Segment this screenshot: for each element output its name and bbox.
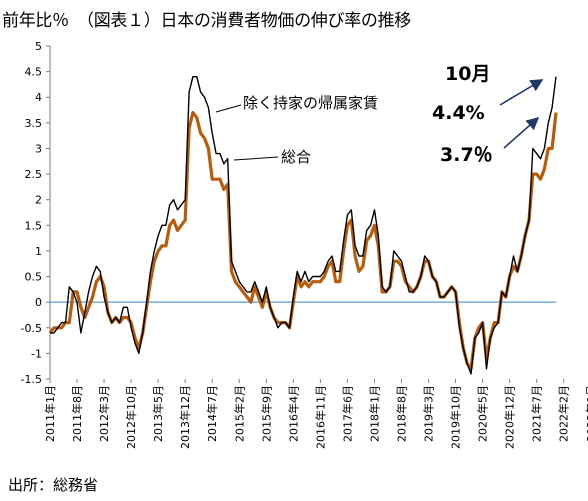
x-tick-label: 2019年10月 bbox=[449, 385, 463, 449]
x-tick-label: 2020年12月 bbox=[503, 385, 517, 449]
x-tick-label: 2021年7月 bbox=[530, 385, 544, 442]
annotation-latest-value-1: 4.4% bbox=[432, 102, 485, 124]
y-tick-label: 4.5 bbox=[25, 66, 43, 79]
annotation-series1-label: 除く持家の帰属家賃 bbox=[243, 94, 378, 112]
chart-title: 前年比％ （図表１）日本の消費者物価の伸び率の推移 bbox=[2, 11, 411, 31]
x-tick-label: 2017年6月 bbox=[340, 385, 354, 442]
x-tick-label: 2012年10月 bbox=[124, 385, 138, 449]
annotations: 除く持家の帰属家賃 総合 10月 4.4% 3.7％ bbox=[215, 63, 544, 166]
x-tick-label: 2011年8月 bbox=[70, 385, 84, 442]
x-tick-label: 2016年4月 bbox=[286, 385, 300, 442]
x-tick-label: 2015年2月 bbox=[232, 385, 246, 442]
y-tick-label: 2 bbox=[35, 194, 42, 207]
x-tick-label: 2013年12月 bbox=[178, 385, 192, 449]
x-tick-label: 2020年5月 bbox=[476, 385, 490, 442]
x-tick-label: 2013年5月 bbox=[151, 385, 165, 442]
y-tick-label: 1.5 bbox=[25, 219, 43, 232]
y-tick-label: 5 bbox=[35, 40, 42, 53]
annotation-series2-label: 総合 bbox=[281, 148, 311, 166]
annotation-latest-month: 10月 bbox=[445, 63, 490, 85]
x-tick-label: 2011年1月 bbox=[43, 385, 57, 442]
x-tick-label: 2019年3月 bbox=[422, 385, 436, 442]
x-tick-label: 2018年8月 bbox=[394, 385, 408, 442]
y-axis-ticks: 5 4.5 4 3.5 3 2.5 2 1.5 1 0.5 0 -0.5 -1 -1.5 bbox=[21, 40, 50, 386]
x-tick-label: 2012年3月 bbox=[97, 385, 111, 442]
x-tick-label: 2014年7月 bbox=[205, 385, 219, 442]
annotation-leader-series1 bbox=[215, 104, 242, 113]
y-tick-label: -0.5 bbox=[21, 322, 42, 335]
x-axis-ticks: 2011年1月 2011年8月 2012年3月 2012年10月 2013年5月 2013… bbox=[43, 379, 588, 449]
x-tick-label: 2015年9月 bbox=[259, 385, 273, 442]
y-tick-label: -1.5 bbox=[21, 373, 42, 386]
y-tick-label: 3 bbox=[35, 142, 42, 155]
x-tick-label: 2022年2月 bbox=[557, 385, 571, 442]
y-tick-label: 0.5 bbox=[25, 271, 43, 284]
annotation-leader-series2 bbox=[233, 156, 279, 161]
y-tick-label: 3.5 bbox=[25, 117, 43, 130]
annotation-arrow-1 bbox=[499, 79, 544, 106]
y-tick-label: 0 bbox=[35, 296, 42, 309]
y-tick-label: 2.5 bbox=[25, 168, 43, 181]
axes bbox=[49, 46, 556, 379]
series-line-excl-imputed-rent bbox=[50, 75, 557, 375]
x-tick-label: 2018年1月 bbox=[367, 385, 381, 442]
annotation-arrow-2 bbox=[503, 116, 540, 149]
y-tick-label: -1 bbox=[31, 347, 42, 360]
source-note: 出所：総務省 bbox=[8, 476, 99, 494]
y-tick-label: 1 bbox=[35, 245, 42, 258]
y-tick-label: 4 bbox=[35, 91, 42, 104]
series-lines bbox=[48, 75, 558, 375]
x-tick-label: 2022年9月 bbox=[584, 385, 588, 442]
x-tick-label: 2016年11月 bbox=[313, 385, 327, 449]
annotation-latest-value-2: 3.7％ bbox=[440, 144, 493, 166]
